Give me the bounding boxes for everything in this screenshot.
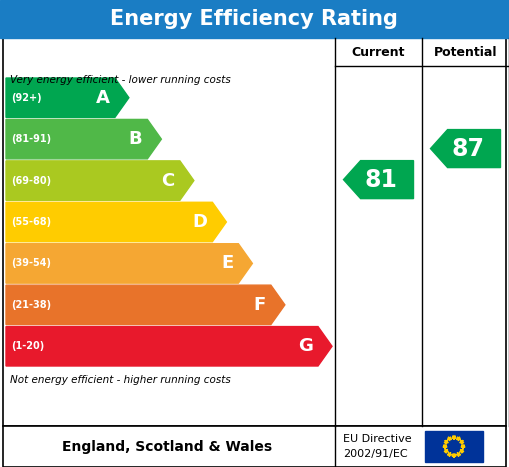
Text: G: G	[298, 337, 313, 355]
Text: B: B	[129, 130, 143, 148]
Text: 87: 87	[451, 136, 485, 161]
Polygon shape	[6, 326, 332, 366]
Text: England, Scotland & Wales: England, Scotland & Wales	[63, 439, 272, 453]
Text: Not energy efficient - higher running costs: Not energy efficient - higher running co…	[10, 375, 231, 385]
Polygon shape	[344, 161, 413, 198]
Text: (92+): (92+)	[11, 93, 42, 103]
Text: Current: Current	[352, 45, 405, 58]
Polygon shape	[6, 285, 285, 325]
Text: C: C	[162, 171, 175, 190]
Polygon shape	[447, 437, 451, 441]
Polygon shape	[444, 440, 448, 444]
Text: Very energy efficient - lower running costs: Very energy efficient - lower running co…	[10, 75, 231, 85]
Polygon shape	[444, 449, 448, 453]
Polygon shape	[6, 78, 129, 117]
Polygon shape	[431, 129, 500, 168]
Bar	[425, 431, 483, 462]
Text: (21-38): (21-38)	[11, 300, 51, 310]
Text: E: E	[221, 255, 233, 272]
Polygon shape	[6, 161, 194, 200]
Text: A: A	[96, 89, 110, 107]
Bar	[0, 0, 509, 38]
Text: Potential: Potential	[434, 45, 497, 58]
Polygon shape	[6, 244, 252, 283]
Text: 81: 81	[364, 168, 398, 191]
Text: EU Directive
2002/91/EC: EU Directive 2002/91/EC	[343, 434, 412, 459]
Text: (69-80): (69-80)	[11, 176, 51, 185]
Polygon shape	[460, 440, 464, 444]
Polygon shape	[452, 454, 456, 458]
Text: D: D	[192, 213, 207, 231]
Polygon shape	[447, 453, 451, 457]
Text: (1-20): (1-20)	[11, 341, 44, 351]
Polygon shape	[460, 449, 464, 453]
Text: (55-68): (55-68)	[11, 217, 51, 227]
Polygon shape	[452, 436, 456, 440]
Text: Energy Efficiency Rating: Energy Efficiency Rating	[110, 9, 398, 29]
Bar	[3, 38, 506, 426]
Text: (81-91): (81-91)	[11, 134, 51, 144]
Polygon shape	[443, 445, 447, 449]
Text: (39-54): (39-54)	[11, 258, 51, 269]
Bar	[3, 426, 506, 467]
Polygon shape	[6, 202, 227, 242]
Polygon shape	[457, 437, 461, 441]
Polygon shape	[457, 453, 461, 457]
Polygon shape	[461, 445, 465, 449]
Polygon shape	[6, 120, 161, 159]
Text: F: F	[253, 296, 266, 314]
